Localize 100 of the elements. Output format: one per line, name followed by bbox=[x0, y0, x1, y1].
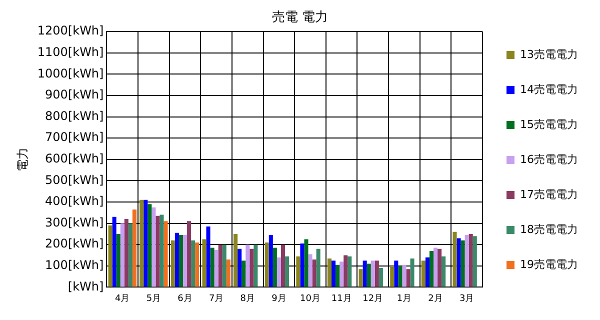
bar bbox=[195, 242, 200, 287]
bar bbox=[160, 214, 164, 287]
bar bbox=[226, 260, 230, 287]
bar bbox=[174, 232, 179, 287]
legend-label: 18売電電力 bbox=[520, 222, 578, 236]
bar bbox=[178, 235, 183, 287]
x-tick-label: 11月 bbox=[331, 294, 352, 304]
bar bbox=[214, 250, 218, 287]
bar bbox=[406, 269, 410, 287]
bar bbox=[316, 248, 320, 287]
y-tick-label: 300[kWh] bbox=[45, 215, 104, 230]
bar bbox=[468, 234, 473, 287]
bar bbox=[132, 209, 136, 287]
bar bbox=[246, 244, 250, 287]
y-tick-label: 700[kWh] bbox=[45, 130, 104, 144]
x-tick-label: 7月 bbox=[208, 294, 224, 304]
x-tick-label: 9月 bbox=[272, 294, 286, 304]
bar bbox=[456, 238, 461, 287]
bar bbox=[112, 216, 116, 287]
y-tick-label: 900[kWh] bbox=[45, 88, 104, 102]
bar bbox=[152, 207, 156, 287]
y-tick-label: 400[kWh] bbox=[45, 194, 104, 208]
bar bbox=[144, 200, 148, 287]
bar bbox=[140, 200, 144, 287]
bar bbox=[300, 244, 304, 287]
bar bbox=[464, 235, 469, 287]
bar bbox=[254, 244, 258, 287]
bar bbox=[250, 248, 254, 287]
y-tick-label: 500[kWh] bbox=[45, 172, 104, 187]
bar bbox=[191, 240, 196, 287]
y-tick-label: 200[kWh] bbox=[45, 236, 104, 251]
bar bbox=[410, 258, 414, 287]
bar bbox=[284, 256, 290, 287]
x-tick-label: 10月 bbox=[300, 294, 320, 304]
y-tick-label: 800[kWh] bbox=[45, 108, 104, 123]
y-tick-label: 100[kWh] bbox=[45, 258, 104, 272]
bar bbox=[394, 260, 398, 287]
y-tick-label: 1200[kWh] bbox=[37, 24, 104, 38]
y-tick-label: 1100[kWh] bbox=[37, 45, 104, 60]
x-tick-label: 3月 bbox=[459, 294, 474, 304]
y-tick-label: [kWh] bbox=[68, 279, 104, 294]
legend-label: 17売電電力 bbox=[520, 188, 578, 201]
y-tick-label: 1000[kWh] bbox=[37, 66, 104, 80]
bar bbox=[210, 248, 214, 287]
bar bbox=[164, 221, 168, 287]
bar bbox=[460, 240, 465, 287]
bar bbox=[370, 260, 375, 287]
bar bbox=[378, 268, 383, 287]
bar bbox=[425, 257, 430, 287]
bar bbox=[116, 234, 120, 287]
bar bbox=[442, 256, 446, 287]
legend-label: 14売電電力 bbox=[520, 82, 578, 96]
bar bbox=[264, 242, 269, 287]
bar bbox=[120, 223, 124, 287]
bar bbox=[124, 219, 128, 287]
x-tick-label: 12月 bbox=[362, 294, 384, 304]
bar bbox=[268, 235, 273, 287]
bar bbox=[304, 239, 308, 287]
bar bbox=[421, 260, 426, 287]
bar bbox=[452, 232, 457, 287]
bar bbox=[148, 204, 152, 287]
y-axis-title: 電力 bbox=[15, 147, 30, 172]
bar bbox=[308, 254, 312, 287]
bar bbox=[327, 258, 332, 287]
bar bbox=[276, 257, 281, 287]
x-tick-label: 5月 bbox=[146, 294, 162, 304]
bar bbox=[402, 264, 406, 287]
bar bbox=[242, 260, 246, 287]
bar bbox=[429, 250, 434, 287]
bar bbox=[472, 236, 477, 287]
x-tick-label: 2月 bbox=[428, 294, 443, 304]
bar bbox=[187, 221, 192, 287]
bar bbox=[362, 260, 367, 287]
bar bbox=[438, 248, 442, 287]
bar bbox=[312, 260, 316, 287]
bar bbox=[272, 248, 277, 287]
legend-label: 15売電電力 bbox=[520, 118, 578, 131]
bar bbox=[374, 260, 379, 287]
bar bbox=[348, 256, 352, 287]
bar bbox=[156, 216, 160, 287]
bar bbox=[398, 266, 402, 287]
bar bbox=[280, 244, 285, 287]
bar bbox=[202, 239, 206, 287]
bar bbox=[170, 240, 175, 287]
bar bbox=[332, 260, 336, 287]
bar bbox=[206, 226, 210, 287]
bar bbox=[344, 255, 348, 287]
bar bbox=[358, 269, 363, 287]
x-tick-label: 1月 bbox=[396, 294, 412, 304]
x-tick-label: 6月 bbox=[178, 294, 192, 304]
chart-title: 売電 電力 bbox=[272, 10, 328, 26]
bar bbox=[366, 264, 371, 287]
bar bbox=[238, 248, 242, 287]
bar bbox=[340, 262, 344, 287]
y-tick-label: 600[kWh] bbox=[45, 152, 104, 166]
legend-label: 16売電電力 bbox=[520, 152, 578, 166]
bar bbox=[108, 225, 112, 287]
x-tick-label: 4月 bbox=[115, 294, 130, 304]
legend-label: 13売電電力 bbox=[520, 48, 578, 61]
bar bbox=[128, 223, 132, 287]
